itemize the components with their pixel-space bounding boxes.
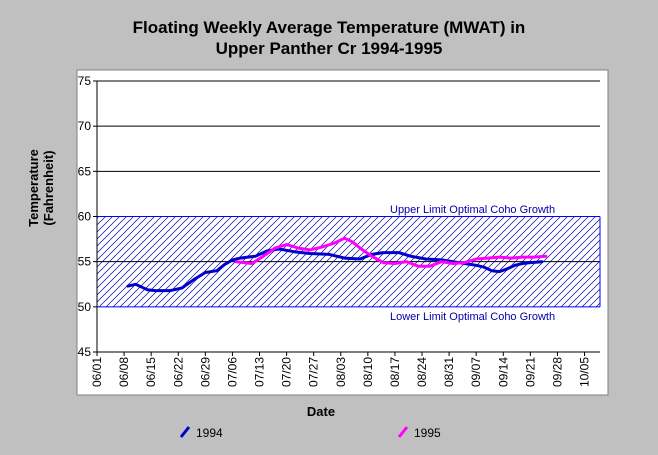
y-tick-label: 50 <box>78 300 92 314</box>
x-tick-label: 09/14 <box>496 357 510 387</box>
x-tick-label: 07/13 <box>253 357 267 387</box>
x-tick-label: 07/27 <box>307 357 321 387</box>
x-tick-label: 08/03 <box>334 357 348 387</box>
y-tick-label: 45 <box>78 345 92 359</box>
x-tick-label: 08/24 <box>415 357 429 387</box>
y-tick-label: 55 <box>78 255 92 269</box>
legend: 1994 1995 <box>179 426 441 440</box>
y-tick-label: 70 <box>78 119 92 133</box>
x-tick-label: 06/29 <box>198 357 212 387</box>
x-axis-ticks: 06/01 06/08 06/15 06/22 06/29 07/06 07/13 07/20… <box>90 352 592 387</box>
grid-lines <box>97 80 600 263</box>
series-1995-line <box>234 236 548 268</box>
x-tick-label: 08/31 <box>442 357 456 387</box>
y-tick-label: 75 <box>78 74 92 88</box>
upper-limit-label: Upper Limit Optimal Coho Growth <box>390 204 555 216</box>
x-tick-label: 06/15 <box>144 357 158 387</box>
x-tick-label: 06/22 <box>171 357 185 387</box>
lower-limit-label: Lower Limit Optimal Coho Growth <box>390 311 555 323</box>
chart-subtitle: Upper Panther Cr 1994-1995 <box>216 39 443 58</box>
y-axis-label: Temperature <box>26 149 41 227</box>
series-1994-line <box>126 247 544 293</box>
legend-1994-label: 1994 <box>196 426 223 440</box>
legend-1994-marker <box>179 426 191 438</box>
legend-1995-label: 1995 <box>414 426 441 440</box>
x-tick-label: 10/05 <box>578 357 592 387</box>
x-tick-label: 09/28 <box>550 357 564 387</box>
x-tick-label: 06/08 <box>117 357 131 387</box>
x-tick-label: 06/01 <box>90 357 104 387</box>
series-lines <box>126 236 548 293</box>
x-tick-label: 07/20 <box>280 357 294 387</box>
x-tick-label: 07/06 <box>225 357 239 387</box>
x-tick-label: 09/07 <box>469 357 483 387</box>
x-axis-label: Date <box>307 404 335 419</box>
legend-1995-marker <box>397 426 409 438</box>
y-axis-ticks: 45 50 55 60 65 70 75 <box>78 74 600 359</box>
y-axis-label-units: (Fahrenheit) <box>41 150 56 225</box>
x-tick-label: 08/17 <box>388 357 402 387</box>
y-tick-label: 65 <box>78 164 92 178</box>
y-tick-label: 60 <box>78 210 92 224</box>
x-tick-label: 09/21 <box>523 357 537 387</box>
x-tick-label: 08/10 <box>361 357 375 387</box>
chart-title: Floating Weekly Average Temperature (MWA… <box>133 18 526 37</box>
